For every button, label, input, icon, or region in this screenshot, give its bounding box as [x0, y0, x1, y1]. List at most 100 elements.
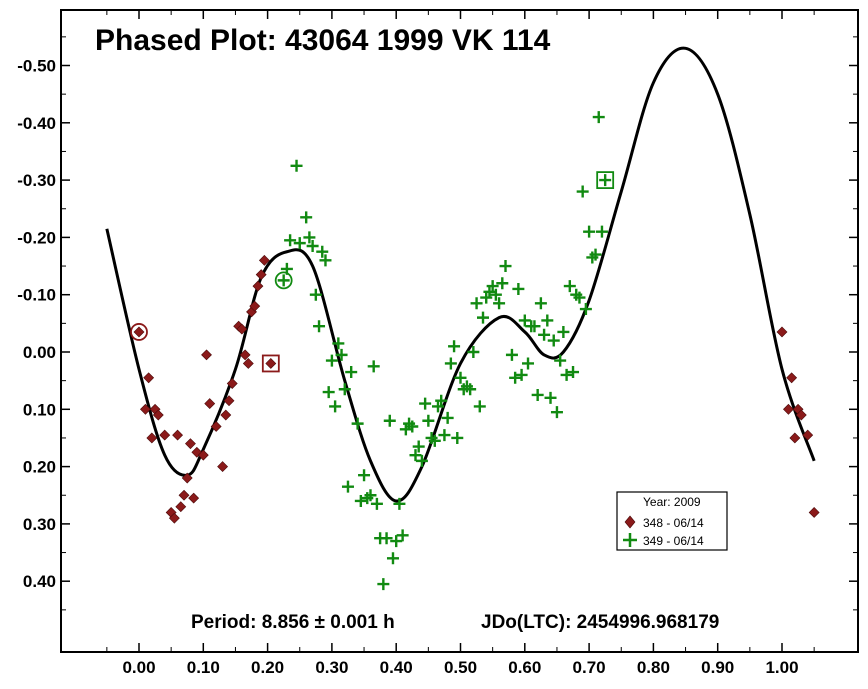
data-point-plus	[309, 288, 322, 301]
data-point-diamond	[140, 403, 151, 415]
data-point-plus	[396, 529, 409, 542]
data-point-plus	[477, 311, 490, 324]
data-point-plus	[470, 297, 483, 310]
x-tick-label: 0.80	[637, 658, 670, 677]
x-tick-label: 0.20	[251, 658, 284, 677]
data-point-plus	[534, 297, 547, 310]
data-point-plus	[567, 366, 580, 379]
data-point-plus	[595, 225, 608, 238]
y-tick-label: -0.40	[17, 114, 56, 133]
data-point-plus	[554, 354, 567, 367]
data-point-plus	[563, 280, 576, 293]
data-point-plus	[441, 411, 454, 424]
plot-frame	[60, 9, 859, 653]
data-point-plus	[316, 245, 329, 258]
data-point-diamond	[783, 403, 794, 415]
data-point-plus	[325, 354, 338, 367]
data-point-plus	[509, 371, 522, 384]
data-point-plus	[557, 325, 570, 338]
data-point-plus	[464, 383, 477, 396]
chart-title: Phased Plot: 43064 1999 VK 114	[95, 24, 551, 57]
data-point-plus	[592, 111, 605, 124]
data-point-plus	[390, 535, 403, 548]
data-point-diamond	[255, 269, 267, 281]
data-point-diamond	[265, 358, 277, 369]
data-point-plus	[422, 414, 435, 427]
data-point-diamond	[217, 461, 229, 473]
legend-entry-348: 348 - 06/14	[643, 516, 704, 530]
data-point-diamond	[178, 489, 190, 501]
data-point-plus	[489, 288, 502, 301]
reference-circle-349	[274, 271, 293, 290]
data-point-plus	[550, 406, 563, 419]
x-tick-label: 0.60	[508, 658, 541, 677]
data-point-plus	[589, 248, 602, 261]
data-point-plus	[338, 383, 351, 396]
data-point-diamond	[252, 280, 264, 292]
data-point-plus	[573, 291, 586, 304]
y-tick-label: -0.20	[17, 228, 56, 247]
data-point-plus	[467, 346, 480, 358]
data-point-plus	[386, 552, 399, 565]
y-axis-ticks: -0.50 -0.40 -0.30 -0.20 -0.10 0.00 0.10 0.20 0.3…	[17, 36, 858, 611]
data-point-plus	[409, 449, 422, 462]
data-point-plus	[351, 417, 364, 430]
y-tick-label: 0.40	[23, 572, 56, 591]
data-point-diamond	[786, 372, 798, 384]
y-tick-label: 0.20	[23, 458, 56, 477]
data-point-plus	[370, 497, 383, 510]
data-point-plus	[531, 388, 544, 401]
data-point-diamond	[204, 398, 216, 409]
data-point-plus	[380, 532, 393, 545]
data-point-plus	[599, 174, 612, 187]
legend-marker-plus	[623, 533, 637, 547]
x-tick-label: 0.30	[315, 658, 348, 677]
data-point-plus	[415, 454, 428, 467]
reference-circle-348	[130, 323, 148, 341]
data-point-plus	[541, 314, 554, 327]
data-point-plus	[290, 159, 303, 172]
x-tick-label: 0.00	[122, 658, 155, 677]
data-point-diamond	[181, 472, 193, 484]
data-point-diamond	[249, 300, 261, 312]
data-point-plus	[522, 357, 535, 370]
data-point-plus	[364, 489, 377, 502]
data-point-plus	[341, 480, 354, 493]
data-point-plus	[332, 337, 345, 350]
legend-entry-349: 349 - 06/14	[643, 534, 704, 548]
data-point-plus	[406, 420, 419, 433]
data-point-diamond	[258, 254, 270, 266]
data-point-plus	[293, 237, 306, 250]
x-tick-label: 0.70	[573, 658, 606, 677]
data-point-diamond	[808, 507, 820, 518]
data-point-plus	[579, 303, 592, 316]
data-point-plus	[335, 348, 348, 361]
data-point-plus	[547, 334, 560, 347]
data-point-plus	[345, 366, 358, 379]
data-point-plus	[306, 239, 319, 252]
period-label: Period: 8.856 ± 0.001 h	[191, 612, 395, 633]
data-point-diamond	[220, 409, 232, 421]
data-point-diamond	[152, 409, 164, 421]
data-point-plus	[444, 357, 457, 370]
data-point-plus	[383, 414, 396, 427]
legend-marker-diamond	[624, 515, 636, 529]
data-point-plus	[505, 348, 518, 361]
data-point-diamond	[185, 438, 196, 450]
data-point-plus	[486, 280, 499, 293]
data-point-plus	[496, 277, 509, 290]
data-point-plus	[419, 397, 432, 410]
data-point-diamond	[197, 449, 209, 461]
series-348-points	[133, 254, 820, 524]
data-point-plus	[393, 497, 406, 510]
data-point-plus	[329, 400, 342, 413]
x-axis-ticks: 0.00 0.10 0.20 0.30 0.40 0.50 0.60 0.70 0.80 0.90…	[106, 10, 815, 677]
x-tick-label: 1.00	[765, 658, 798, 677]
x-tick-label: 0.10	[187, 658, 220, 677]
y-tick-label: 0.00	[23, 343, 56, 362]
data-point-diamond	[143, 372, 155, 384]
y-tick-label: 0.30	[23, 515, 56, 534]
data-point-diamond	[146, 432, 158, 444]
data-point-plus	[313, 320, 326, 333]
